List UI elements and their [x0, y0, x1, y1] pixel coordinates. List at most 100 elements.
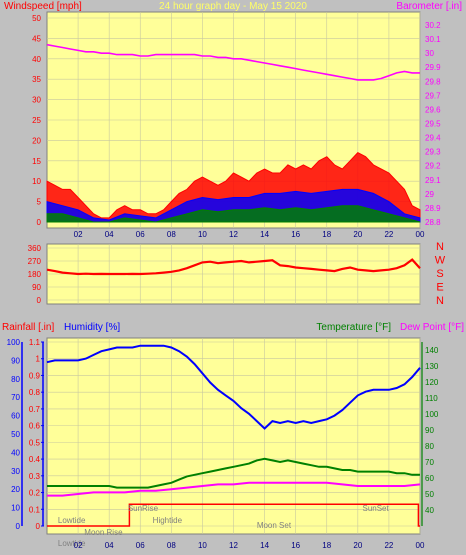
climate-x-tick-label: 04 [105, 541, 114, 550]
wind-x-tick-label: 12 [229, 230, 238, 239]
wind-series [46, 43, 421, 223]
direction-tick-label: 90 [32, 283, 41, 292]
humidity-tick-label: 90 [11, 356, 20, 365]
barometer-tick-label: 28.8 [425, 218, 441, 227]
temperature-tick-label: 110 [425, 394, 438, 403]
rain-tick-label: 1.1 [29, 338, 41, 347]
direction-tick-labels: 0 90 180 270 360 [28, 244, 42, 305]
rain-tick-labels: 0 0.1 0.2 0.3 0.4 0.5 0.6 0.7 0.8 0.9 1 1.1 [29, 338, 41, 531]
humidity-tick-label: 30 [11, 467, 20, 476]
event-label: Moon Rise [84, 528, 123, 537]
humidity-tick-label: 80 [11, 375, 20, 384]
climate-x-tick-label: 06 [136, 541, 145, 550]
climate-x-tick-label: 18 [322, 541, 331, 550]
rain-tick-label: 0.2 [29, 489, 41, 498]
temperature-line [47, 457, 420, 489]
temperature-tick-label: 40 [425, 506, 434, 515]
barometer-tick-label: 29.4 [425, 134, 441, 143]
climate-x-tick-label: 14 [260, 541, 269, 550]
rainfall-axis-label: Rainfall [.in] [2, 322, 54, 333]
compass-label: E [436, 282, 443, 294]
compass-label: S [436, 268, 443, 280]
climate-x-tick-label: 00 [416, 541, 425, 550]
barometer-tick-label: 29.7 [425, 91, 441, 100]
wind-x-tick-label: 18 [322, 230, 331, 239]
humidity-tick-label: 20 [11, 485, 20, 494]
humidity-axis-label: Humidity [%] [64, 322, 120, 333]
direction-tick-label: 270 [28, 257, 42, 266]
astronomy-events: Lowtide SunRise Hightide Moon Set SunSet Moon… [58, 504, 390, 548]
climate-x-tick-label: 12 [229, 541, 238, 550]
humidity-tick-label: 10 [11, 504, 20, 513]
compass-label: W [435, 255, 446, 267]
barometer-tick-label: 30.2 [425, 21, 441, 30]
barometer-tick-label: 29.6 [425, 105, 441, 114]
humidity-tick-labels: 0 10 20 30 40 50 60 70 80 90 100 [7, 338, 21, 531]
rain-tick-label: 0.8 [29, 388, 41, 397]
windspeed-tick-label: 10 [32, 177, 41, 186]
event-label: Lowtide [58, 539, 86, 548]
wind-direction-line [46, 258, 421, 276]
event-label: Hightide [153, 516, 183, 525]
barometer-tick-label: 29.5 [425, 120, 441, 129]
windspeed-tick-label: 45 [32, 34, 41, 43]
climate-x-tick-labels: 02 04 06 08 10 12 14 16 18 20 22 00 [74, 541, 425, 550]
climate-x-tick-label: 10 [198, 541, 207, 550]
windspeed-tick-label: 40 [32, 55, 41, 64]
direction-tick-label: 0 [37, 296, 42, 305]
humidity-tick-label: 100 [7, 338, 21, 347]
compass-label: N [436, 295, 444, 307]
rain-tick-label: 0.7 [29, 405, 41, 414]
wind-x-tick-label: 00 [416, 230, 425, 239]
event-label: SunSet [362, 504, 389, 513]
wind-low-area [46, 205, 421, 223]
barometer-tick-label: 28.9 [425, 204, 441, 213]
wind-x-tick-label: 02 [74, 230, 83, 239]
barometer-tick-label: 30 [425, 49, 434, 58]
climate-x-tick-label: 02 [74, 541, 83, 550]
barometer-tick-labels: 28.8 28.9 29 29.1 29.2 29.3 29.4 29.5 29.6 29.7 29… [425, 21, 441, 227]
dewpoint-line [47, 481, 421, 497]
rain-tick-label: 1 [36, 355, 41, 364]
barometer-tick-label: 29.2 [425, 162, 441, 171]
wind-x-tick-label: 08 [167, 230, 176, 239]
temperature-tick-label: 60 [425, 474, 434, 483]
humidity-tick-label: 70 [11, 393, 20, 402]
wind-x-tick-label: 22 [384, 230, 393, 239]
temperature-tick-label: 80 [425, 442, 434, 451]
wind-x-tick-label: 14 [260, 230, 269, 239]
temperature-tick-label: 50 [425, 490, 434, 499]
wind-x-tick-label: 20 [353, 230, 362, 239]
windspeed-tick-label: 50 [32, 14, 41, 23]
windspeed-tick-label: 35 [32, 75, 41, 84]
humidity-tick-label: 60 [11, 412, 20, 421]
dewpoint-axis-label: Dew Point [°F] [400, 322, 464, 333]
temperature-tick-label: 140 [425, 346, 439, 355]
chart-title: 24 hour graph day - May 15 2020 [159, 1, 307, 12]
wind-x-tick-label: 16 [291, 230, 300, 239]
temperature-tick-label: 100 [425, 410, 439, 419]
barometer-tick-label: 29.9 [425, 63, 441, 72]
barometer-tick-label: 30.1 [425, 35, 441, 44]
windspeed-tick-labels: 0 5 10 15 20 25 30 35 40 45 50 [32, 14, 41, 227]
temperature-tick-label: 70 [425, 458, 434, 467]
direction-series [46, 258, 421, 276]
rain-tick-label: 0.3 [29, 472, 41, 481]
climate-x-tick-label: 08 [167, 541, 176, 550]
barometer-tick-label: 29.8 [425, 77, 441, 86]
direction-tick-label: 180 [28, 270, 42, 279]
windspeed-axis-label: Windspeed [mph] [4, 1, 82, 12]
windspeed-tick-label: 25 [32, 116, 41, 125]
humidity-tick-label: 50 [11, 430, 20, 439]
barometer-tick-label: 29.3 [425, 148, 441, 157]
humidity-tick-label: 0 [16, 522, 21, 531]
climate-x-tick-label: 20 [353, 541, 362, 550]
windspeed-tick-label: 15 [32, 157, 41, 166]
rain-tick-label: 0 [36, 522, 41, 531]
temperature-axis-label: Temperature [°F] [316, 322, 391, 333]
humidity-tick-label: 40 [11, 448, 20, 457]
direction-tick-label: 360 [28, 244, 42, 253]
temperature-tick-label: 90 [425, 426, 434, 435]
